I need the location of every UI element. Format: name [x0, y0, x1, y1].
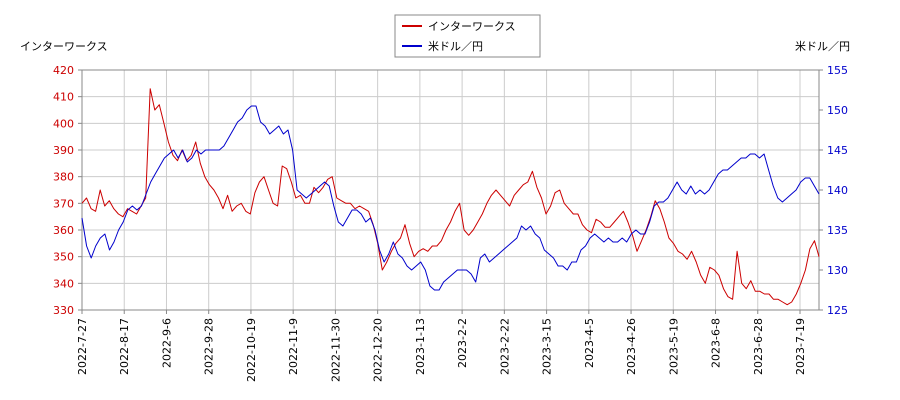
stock-price-line: [81, 88, 820, 306]
left-tick-label: 370: [53, 197, 74, 210]
x-tick-label: 2023-1-13: [414, 318, 427, 375]
left-axis-title: インターワークス: [20, 40, 108, 53]
x-tick-label: 2022-7-27: [76, 318, 89, 375]
x-tick-label: 2023-3-15: [541, 318, 554, 375]
x-tick-label: 2022-10-19: [245, 318, 258, 382]
x-tick-label: 2022-8-17: [118, 318, 131, 375]
right-axis: 125 130 135 140 145 150 155: [819, 64, 848, 317]
left-tick-label: 330: [53, 304, 74, 317]
left-tick-label: 410: [53, 91, 74, 104]
x-tick-label: 2022-11-9: [287, 318, 300, 375]
x-tick-label: 2023-7-19: [794, 318, 807, 375]
right-axis-title: 米ドル／円: [795, 40, 850, 53]
left-tick-label: 360: [53, 224, 74, 237]
left-tick-label: 350: [53, 251, 74, 264]
left-axis: 330 340 350 360 370 380 390 400 410 420: [53, 64, 82, 317]
x-tick-label: 2023-4-5: [583, 318, 596, 368]
right-tick-label: 155: [827, 64, 848, 77]
x-tick-label: 2023-2-22: [498, 318, 511, 375]
x-axis: 2022-7-27 2022-8-17 2022-9-6 2022-9-28 2022-…: [76, 310, 807, 382]
series-layer: [81, 88, 820, 306]
left-tick-label: 380: [53, 171, 74, 184]
x-tick-label: 2023-2-2: [456, 318, 469, 368]
x-tick-label: 2023-4-26: [625, 318, 638, 375]
left-tick-label: 420: [53, 64, 74, 77]
x-tick-label: 2022-11-30: [329, 318, 342, 382]
legend: インターワークス 米ドル／円: [394, 14, 541, 58]
x-tick-label: 2022-9-6: [160, 318, 173, 368]
usdjpy-line: [81, 105, 820, 291]
legend-label-usdjpy: 米ドル／円: [428, 40, 483, 53]
right-tick-label: 125: [827, 304, 848, 317]
x-tick-label: 2023-6-28: [752, 318, 765, 375]
right-tick-label: 145: [827, 144, 848, 157]
right-tick-label: 135: [827, 224, 848, 237]
x-tick-label: 2022-9-28: [203, 318, 216, 375]
x-tick-label: 2022-12-20: [372, 318, 385, 382]
right-tick-label: 140: [827, 184, 848, 197]
x-tick-label: 2023-6-8: [710, 318, 723, 368]
right-tick-label: 130: [827, 264, 848, 277]
left-tick-label: 340: [53, 277, 74, 290]
left-tick-label: 400: [53, 117, 74, 130]
x-tick-label: 2023-5-19: [667, 318, 680, 375]
left-tick-label: 390: [53, 144, 74, 157]
legend-label-stock: インターワークス: [428, 20, 516, 33]
legend-box: [394, 14, 541, 58]
right-tick-label: 150: [827, 104, 848, 117]
